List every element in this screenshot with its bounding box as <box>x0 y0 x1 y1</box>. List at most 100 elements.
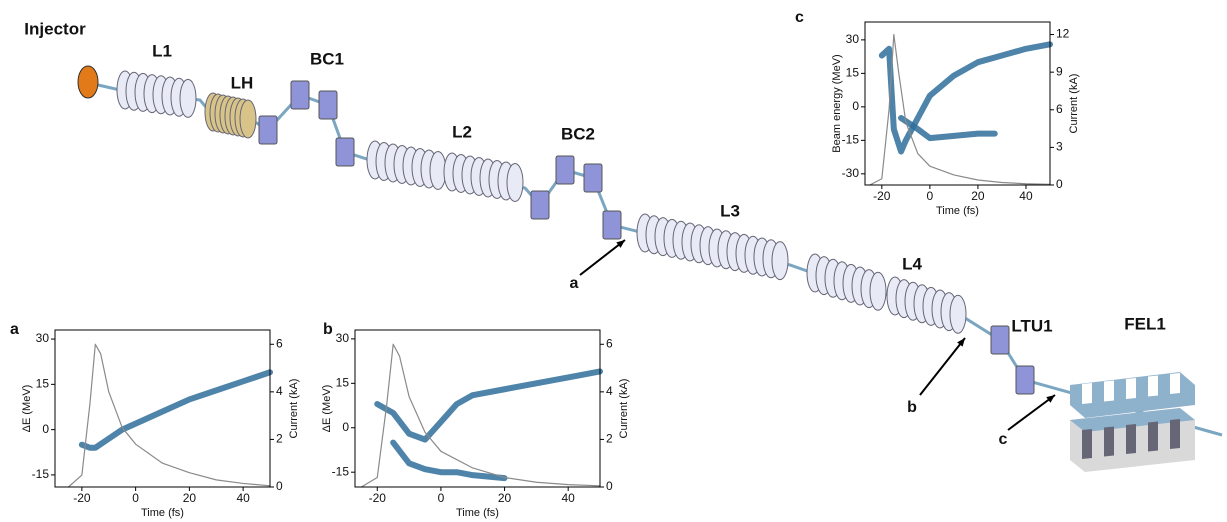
dipole-magnet <box>990 325 1010 355</box>
cavity <box>506 163 524 202</box>
x-tick-label: 40 <box>562 491 576 505</box>
panel-label: c <box>795 9 804 26</box>
dipole-magnet <box>290 80 310 110</box>
x-tick-label: 20 <box>183 491 197 505</box>
phase-space-band <box>878 41 1053 155</box>
undulator-pole <box>1082 429 1092 459</box>
phase-space-band <box>390 439 508 482</box>
inset-chart: -20 0 20 40 -30 -15 0 15 30 0 3 6 9 12 Time (fs) Beam e… <box>795 9 1080 217</box>
x-tick-label: 0 <box>927 189 934 203</box>
undulator-pole <box>1104 426 1114 457</box>
component-label: Injector <box>24 19 86 38</box>
undulator-pole <box>1148 421 1158 452</box>
undulator-pole <box>1126 378 1136 399</box>
y-tick-label: -15 <box>842 133 860 147</box>
cavity <box>771 241 789 281</box>
y-tick-label: 30 <box>36 331 50 345</box>
y2-tick-label: 12 <box>1056 27 1070 41</box>
y-axis-label: ΔE (MeV) <box>21 385 33 433</box>
component-label: BC2 <box>561 124 595 143</box>
phase-space-band <box>78 369 273 451</box>
plot-frame <box>354 329 601 488</box>
y-tick-label: 30 <box>336 331 350 345</box>
y2-tick-label: 4 <box>276 384 283 398</box>
arrow-head <box>1046 395 1055 403</box>
dipole-magnet <box>583 163 603 193</box>
component-label: BC1 <box>310 49 344 68</box>
plot-frame <box>54 329 271 488</box>
x-tick-label: -20 <box>873 189 891 203</box>
component-label: L2 <box>452 122 472 141</box>
arrow-head <box>616 240 625 248</box>
beam-pipe <box>84 80 1223 437</box>
dipole-magnet <box>258 115 278 145</box>
component-label: LTU1 <box>1011 316 1052 335</box>
plot-frame <box>864 21 1051 186</box>
dipole-magnet <box>602 210 622 240</box>
component-label: L4 <box>902 254 922 273</box>
y2-tick-label: 0 <box>276 479 283 493</box>
x-tick-label: 20 <box>971 189 985 203</box>
current-line <box>67 343 271 488</box>
x-axis-label: Time (fs) <box>141 507 184 519</box>
undulator-pole <box>1126 424 1136 454</box>
inset-chart: -20 0 20 40 -15 0 15 30 0 2 4 6 Time (fs) ΔE (MeV) Cur… <box>10 321 300 519</box>
x-tick-label: 40 <box>236 491 250 505</box>
current-line <box>360 343 601 488</box>
cavity <box>869 271 887 311</box>
undulator-pole <box>1170 373 1180 394</box>
dipole-magnet <box>555 155 575 185</box>
y2-tick-label: 4 <box>606 384 613 398</box>
x-tick-label: 0 <box>438 491 445 505</box>
x-tick-label: 0 <box>132 491 139 505</box>
y2-tick-label: 6 <box>276 336 283 350</box>
x-tick-label: 20 <box>498 491 512 505</box>
arrow-label: c <box>999 431 1008 448</box>
arrow <box>579 239 626 276</box>
component-label: L1 <box>152 41 172 60</box>
dipole-magnet <box>530 190 550 220</box>
x-tick-label: -20 <box>73 491 91 505</box>
y2-tick-label: 0 <box>606 479 613 493</box>
y2-tick-label: 9 <box>1056 64 1063 78</box>
component-label: FEL1 <box>1124 314 1166 333</box>
current-line <box>869 33 1051 186</box>
y2-tick-label: 3 <box>1056 140 1063 154</box>
y-axis-label: ΔE (MeV) <box>321 385 333 433</box>
undulator-pole <box>1170 419 1180 449</box>
panel-label: a <box>10 321 19 338</box>
x-axis-label: Time (fs) <box>456 507 499 519</box>
y2-axis-label: Current (kA) <box>288 379 300 439</box>
arrow-label: b <box>907 399 917 416</box>
panel-label: b <box>323 321 333 338</box>
x-axis-label: Time (fs) <box>936 205 979 217</box>
x-tick-label: -20 <box>369 491 387 505</box>
cavity <box>239 99 257 139</box>
y2-axis-label: Current (kA) <box>618 379 630 439</box>
y-tick-label: -15 <box>332 464 350 478</box>
y2-tick-label: 2 <box>606 432 613 446</box>
dipole-magnet <box>1015 365 1035 395</box>
cavity <box>949 294 967 334</box>
y2-tick-label: 6 <box>606 336 613 350</box>
component-label: LH <box>231 73 254 92</box>
y-tick-label: 15 <box>36 377 50 391</box>
y-tick-label: 30 <box>846 32 860 46</box>
y-tick-label: 15 <box>846 66 860 80</box>
arrow <box>1007 394 1056 431</box>
y2-tick-label: 6 <box>1056 102 1063 116</box>
y-tick-label: 0 <box>342 420 349 434</box>
dipole-magnet <box>318 90 338 120</box>
y-axis-label: Beam energy (MeV) <box>831 54 843 152</box>
inset-chart: -20 0 20 40 -15 0 15 30 0 2 4 6 Time (fs) ΔE (MeV) Cur… <box>321 321 630 519</box>
y2-tick-label: 2 <box>276 432 283 446</box>
arrow <box>919 337 966 396</box>
y-tick-label: 0 <box>42 422 49 436</box>
y-tick-label: 0 <box>852 99 859 113</box>
phase-space-band <box>898 115 998 142</box>
undulator-pole <box>1104 380 1114 402</box>
y2-axis-label: Current (kA) <box>1068 74 1080 134</box>
arrow-label: a <box>570 275 579 292</box>
arrow-head <box>957 338 965 347</box>
